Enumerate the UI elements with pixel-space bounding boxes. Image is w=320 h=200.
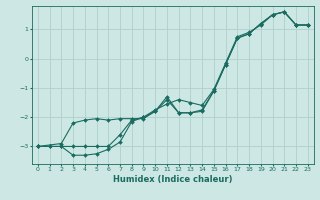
X-axis label: Humidex (Indice chaleur): Humidex (Indice chaleur)	[113, 175, 233, 184]
